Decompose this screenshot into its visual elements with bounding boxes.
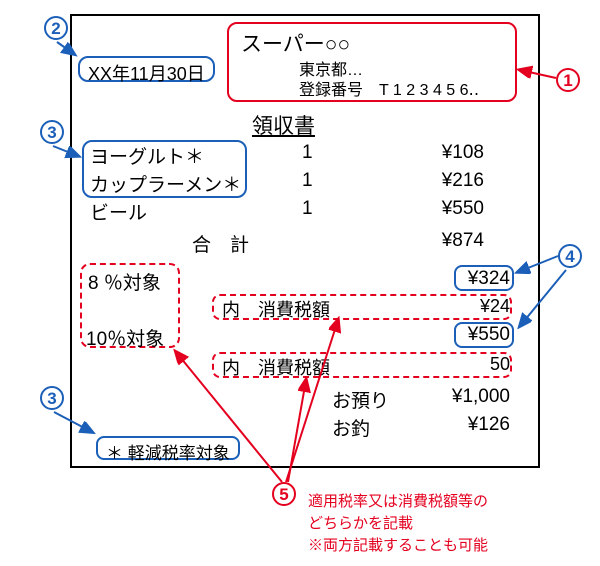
store-info-block: スーパー○○ 東京都… 登録番号 T 1 2 3 4 5 6‥: [227, 22, 517, 102]
inner-tax10-amount: 50: [490, 354, 510, 375]
tax8-amount: ¥324: [468, 268, 510, 290]
item-amount: ¥550: [442, 198, 484, 220]
item-name: ヨーグルト＊: [90, 142, 204, 169]
callout-4: 4: [558, 244, 582, 268]
receipt-box: スーパー○○ 東京都… 登録番号 T 1 2 3 4 5 6‥ XX年11月30…: [70, 14, 540, 468]
callout-3-upper: 3: [40, 120, 64, 144]
tax8-label: 8 ％対象: [88, 268, 161, 295]
item-qty: 1: [302, 170, 313, 192]
footnote-line3: ※両方記載することも可能: [308, 534, 488, 555]
callout-5: 5: [272, 482, 296, 506]
callout-1: 1: [556, 68, 580, 92]
item-amount: ¥108: [442, 142, 484, 164]
tax10-amount: ¥550: [468, 324, 510, 346]
date-box: XX年11月30日: [78, 56, 215, 82]
item-qty: 1: [302, 198, 313, 220]
total-label: 合 計: [192, 230, 249, 257]
item-qty: 1: [302, 142, 313, 164]
deposit-label: お預り: [332, 386, 389, 413]
store-registration: 登録番号 T 1 2 3 4 5 6‥: [299, 76, 479, 100]
callout-2: 2: [44, 16, 68, 40]
footnote-line1: 適用税率又は消費税額等の: [308, 490, 488, 511]
reduced-rate-note: ＊ 軽減税率対象: [96, 436, 240, 460]
footnote-line2: どちらかを記載: [308, 512, 413, 533]
deposit-amount: ¥1,000: [452, 386, 510, 408]
store-name: スーパー○○: [241, 28, 350, 58]
tax10-label: 10％対象: [86, 324, 164, 351]
item-amount: ¥216: [442, 170, 484, 192]
receipt-title: 領収書: [252, 110, 315, 140]
inner-tax8-amount: ¥24: [480, 296, 510, 317]
inner-tax10-label: 内 消費税額: [222, 354, 330, 380]
total-amount: ¥874: [442, 230, 484, 252]
change-label: お釣: [332, 414, 370, 441]
item-name: ビール: [90, 198, 147, 225]
inner-tax8-label: 内 消費税額: [222, 296, 330, 322]
callout-3-lower: 3: [40, 386, 64, 410]
item-name: カップラーメン＊: [90, 170, 241, 197]
change-amount: ¥126: [468, 414, 510, 436]
